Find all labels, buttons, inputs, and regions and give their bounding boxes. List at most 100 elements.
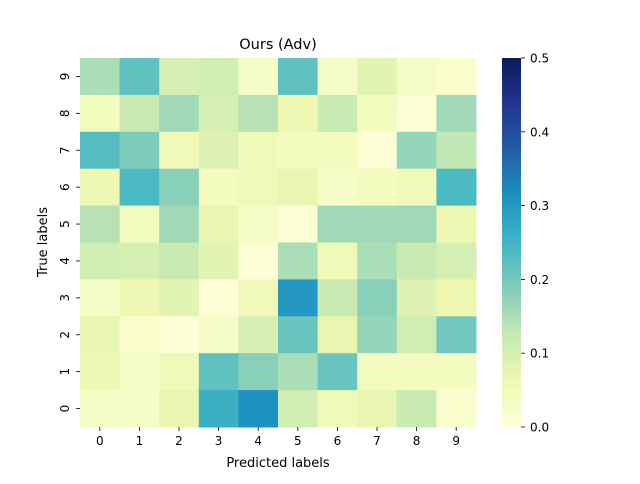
- y-tick-label: 7: [58, 146, 72, 154]
- heatmap-cell: [238, 242, 279, 280]
- heatmap-cell: [436, 205, 477, 243]
- heatmap-cell: [278, 390, 319, 428]
- x-tick-label: 5: [294, 434, 302, 448]
- heatmap-cell: [119, 168, 160, 207]
- heatmap-cell: [198, 353, 239, 391]
- colorbar-tick-label: 0.5: [530, 52, 549, 66]
- heatmap-cell: [317, 58, 358, 96]
- heatmap-cell: [80, 131, 121, 170]
- heatmap-cell: [159, 390, 200, 428]
- heatmap-cell: [80, 353, 121, 391]
- y-tick-label: 4: [58, 257, 72, 265]
- heatmap-cell: [159, 58, 200, 96]
- heatmap-cell: [119, 390, 160, 428]
- y-tick-label: 8: [58, 110, 72, 118]
- heatmap-cell: [317, 94, 358, 133]
- heatmap-cell: [436, 242, 477, 280]
- heatmap-cell: [317, 316, 358, 354]
- x-axis-label: Predicted labels: [226, 456, 330, 471]
- colorbar-ticks: 0.0 0.1 0.2 0.3 0.4 0.5: [521, 52, 549, 435]
- x-tick-label: 7: [373, 434, 381, 448]
- heatmap-cell: [80, 242, 121, 280]
- heatmap-cell: [159, 94, 200, 133]
- heatmap-cell: [119, 58, 160, 96]
- heatmap-cell: [396, 168, 437, 207]
- colorbar-tick-label: 0.4: [530, 125, 549, 139]
- heatmap-cell: [357, 242, 398, 280]
- heatmap-cell: [317, 390, 358, 428]
- heatmap-cell: [80, 390, 121, 428]
- heatmap-cell: [119, 94, 160, 133]
- heatmap-cell: [159, 131, 200, 170]
- x-tick-label: 6: [334, 434, 342, 448]
- heatmap-cell: [238, 205, 279, 243]
- heatmap-cell: [396, 353, 437, 391]
- heatmap-cell: [238, 316, 279, 354]
- x-axis-ticks: 0 1 2 3 4 5 6 7 8 9: [96, 427, 460, 448]
- y-tick-label: 2: [58, 331, 72, 339]
- heatmap-cell: [159, 168, 200, 207]
- colorbar: 0.0 0.1 0.2 0.3 0.4 0.5: [502, 52, 549, 435]
- heatmap-cell: [436, 353, 477, 391]
- y-tick-label: 6: [58, 183, 72, 191]
- chart-title: Ours (Adv): [239, 37, 317, 53]
- heatmap-cell: [238, 131, 279, 170]
- heatmap-cell: [278, 316, 319, 354]
- heatmap-cell: [238, 279, 279, 317]
- heatmap-cell: [159, 205, 200, 243]
- heatmap-cell: [238, 353, 279, 391]
- heatmap-cell: [278, 131, 319, 170]
- heatmap-cell: [436, 131, 477, 170]
- y-axis-label: True labels: [36, 207, 51, 278]
- heatmap-cell: [436, 58, 477, 96]
- heatmap-cell: [80, 279, 121, 317]
- colorbar-tick-label: 0.2: [530, 273, 549, 287]
- heatmap-cell: [436, 94, 477, 133]
- heatmap-cell: [436, 168, 477, 207]
- y-tick-label: 9: [58, 73, 72, 81]
- heatmap-cell: [396, 131, 437, 170]
- heatmap-cell: [80, 205, 121, 243]
- heatmap-cell: [159, 353, 200, 391]
- heatmap-cell: [436, 390, 477, 428]
- heatmap-cell: [357, 353, 398, 391]
- heatmap-cell: [119, 205, 160, 243]
- heatmap-cell: [119, 131, 160, 170]
- heatmap-cell: [317, 242, 358, 280]
- heatmap-cell: [357, 131, 398, 170]
- heatmap-cell: [80, 168, 121, 207]
- heatmap-cell: [396, 94, 437, 133]
- heatmap-cell: [278, 353, 319, 391]
- heatmap-cell: [198, 205, 239, 243]
- heatmap-cell: [198, 58, 239, 96]
- heatmap-cell: [317, 205, 358, 243]
- heatmap-cell: [198, 168, 239, 207]
- heatmap-cell: [278, 94, 319, 133]
- heatmap-cell: [119, 279, 160, 317]
- heatmap-cell: [198, 131, 239, 170]
- x-tick-label: 4: [254, 434, 262, 448]
- heatmap-cell: [357, 316, 398, 354]
- heatmap-cell: [198, 316, 239, 354]
- x-tick-label: 3: [215, 434, 223, 448]
- y-tick-label: 0: [58, 405, 72, 413]
- heatmap-cell: [119, 353, 160, 391]
- heatmap-cell: [317, 353, 358, 391]
- heatmap-cell: [317, 168, 358, 207]
- heatmap-cell: [436, 279, 477, 317]
- y-axis-ticks: 9 8 7 6 5 4 3 2 1 0: [58, 73, 80, 413]
- y-tick-label: 3: [58, 294, 72, 302]
- heatmap-cell: [278, 168, 319, 207]
- colorbar-tick-label: 0.0: [530, 421, 549, 435]
- heatmap-cell: [278, 205, 319, 243]
- heatmap-cell: [278, 58, 319, 96]
- x-tick-label: 0: [96, 434, 104, 448]
- heatmap-cell: [396, 390, 437, 428]
- heatmap-cell: [198, 94, 239, 133]
- heatmap-cell: [198, 390, 239, 428]
- colorbar-tick-label: 0.3: [530, 199, 549, 213]
- x-tick-label: 1: [136, 434, 144, 448]
- heatmap-cell: [198, 242, 239, 280]
